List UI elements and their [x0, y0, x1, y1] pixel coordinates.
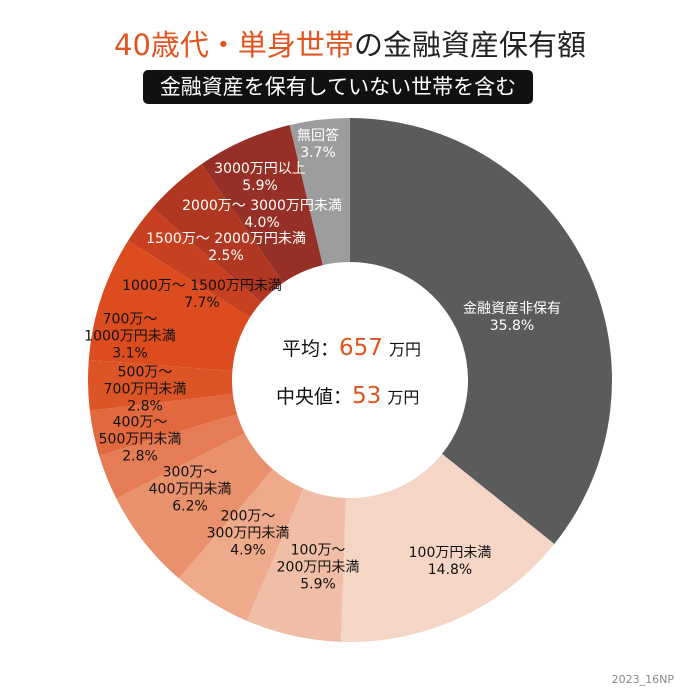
chart-title: 40歳代・単身世帯の金融資産保有額: [0, 22, 700, 64]
slice-percent: 7.7%: [184, 295, 220, 311]
slice-percent: 4.0%: [244, 215, 280, 231]
donut-slice: [340, 453, 555, 642]
slice-label: 1500万～ 2000万円未満 2.5%: [146, 231, 306, 265]
slice-label: 金融資産非保有 35.8%: [463, 301, 561, 335]
slice-percent: 2.8%: [122, 448, 158, 465]
slice-label-text: 1000万～ 1500万円未満: [122, 278, 282, 294]
slice-label: 400万～ 500万円未満 2.8%: [99, 415, 182, 466]
slice-label-text: 200万～: [220, 508, 276, 525]
average-readout: 平均：657 万円: [282, 334, 421, 361]
slice-label-text: 3000万円以上: [214, 161, 306, 177]
subtitle-badge: 金融資産を保有していない世帯を含む: [143, 70, 533, 104]
median-value: 53: [352, 383, 382, 409]
slice-label-text: 400万～: [112, 414, 168, 431]
slice-percent: 2.5%: [208, 248, 244, 264]
slice-label-text: 300万円未満: [206, 525, 290, 542]
median-readout: 中央値：53 万円: [276, 382, 419, 409]
slice-percent: 5.9%: [242, 178, 278, 194]
slice-label-text: 2000万～ 3000万円未満: [182, 198, 342, 214]
donut-slice: [246, 488, 346, 642]
slice-label: 100万～ 200万円未満 5.9%: [277, 543, 360, 594]
slice-percent: 5.9%: [300, 576, 336, 593]
slice-label: 100万円未満 14.8%: [409, 545, 492, 579]
median-unit: 万円: [387, 388, 420, 407]
slice-label-text: 200万円未満: [276, 559, 360, 576]
slice-label-text: 無回答: [297, 128, 339, 144]
slice-percent: 6.2%: [172, 498, 208, 515]
slice-label: 500万～ 700万円未満 2.8%: [104, 365, 187, 416]
slice-label-text: 金融資産非保有: [463, 301, 561, 317]
title-accent: 40歳代・単身世帯: [114, 28, 354, 62]
slice-label-text: 700万～: [102, 311, 158, 328]
donut-slice: [201, 125, 323, 283]
donut-slice: [178, 469, 304, 621]
donut-slice: [88, 240, 251, 371]
slice-label: 1000万～ 1500万円未満 7.7%: [122, 278, 282, 312]
donut-slice: [350, 118, 612, 544]
donut-slice: [89, 393, 238, 456]
slice-percent: 14.8%: [427, 562, 473, 578]
credit: 2023_16NP: [611, 673, 674, 686]
slice-label: 200万～ 300万円未満 4.9%: [207, 509, 290, 560]
slice-label: 3000万円以上 5.9%: [214, 161, 306, 195]
slice-percent: 4.9%: [230, 542, 266, 559]
title-rest: の金融資産保有額: [353, 28, 586, 62]
slice-percent: 2.8%: [127, 398, 163, 415]
slice-label: 無回答 3.7%: [297, 128, 339, 162]
slice-label-text: 100万～: [290, 542, 346, 559]
donut-slice: [116, 433, 273, 579]
slice-label-text: 700万円未満: [103, 381, 187, 398]
slice-label-text: 1500万～ 2000万円未満: [146, 231, 306, 247]
donut-slice: [152, 164, 284, 303]
average-unit: 万円: [388, 340, 421, 359]
donut-slice: [128, 207, 262, 318]
slice-percent: 3.1%: [112, 345, 148, 362]
slice-label: 700万～ 1000万円未満 3.1%: [84, 312, 176, 363]
slice-label-text: 1000万円未満: [84, 328, 176, 345]
average-value: 657: [339, 335, 383, 361]
slice-label-text: 500万～: [117, 364, 173, 381]
slice-percent: 3.7%: [300, 145, 336, 161]
slice-label-text: 400万円未満: [148, 481, 232, 498]
slice-label-text: 500万円未満: [98, 431, 182, 448]
slice-label-text: 300万～: [162, 464, 218, 481]
slice-label: 2000万～ 3000万円未満 4.0%: [182, 198, 342, 232]
slice-label-text: 100万円未満: [408, 545, 492, 561]
average-label: 平均：: [282, 338, 340, 360]
median-label: 中央値：: [276, 386, 353, 408]
donut-slice: [87, 359, 233, 411]
slice-label: 300万～ 400万円未満 6.2%: [149, 465, 232, 516]
slice-percent: 35.8%: [489, 318, 535, 334]
donut-slice: [289, 118, 350, 266]
donut-slice: [99, 414, 245, 499]
